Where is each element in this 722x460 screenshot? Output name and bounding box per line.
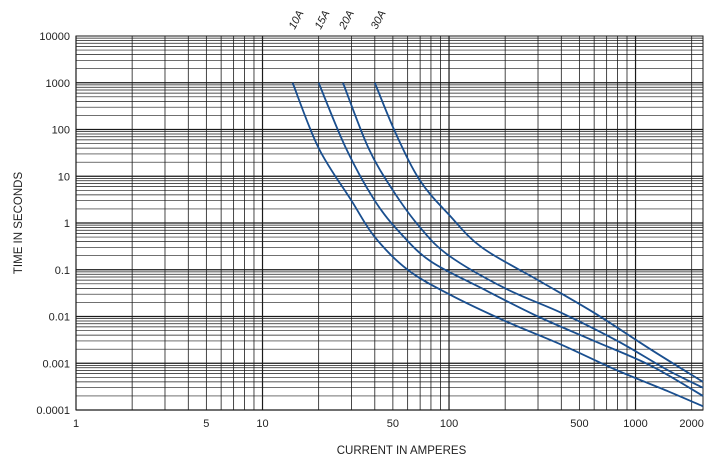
- y-tick-label: 10000: [39, 31, 70, 43]
- y-tick-label: 0.01: [49, 312, 70, 324]
- x-tick-label: 100: [440, 418, 458, 430]
- grid: [75, 36, 703, 411]
- curve-20A: [342, 82, 704, 389]
- y-tick-label: 0.0001: [36, 405, 70, 417]
- y-tick-label: 1000: [46, 78, 70, 90]
- y-tick-label: 0.1: [55, 265, 70, 277]
- x-tick-label: 10: [256, 418, 268, 430]
- series-label: 15A: [313, 8, 333, 31]
- x-tick-label: 50: [387, 418, 399, 430]
- curve-10A: [291, 82, 704, 408]
- series-label: 10A: [287, 8, 307, 31]
- x-axis-title: CURRENT IN AMPERES: [337, 445, 467, 457]
- curve-15A: [317, 82, 704, 397]
- series-label: 30A: [369, 8, 389, 31]
- x-tick-label: 1000: [623, 418, 647, 430]
- curve-30A: [373, 82, 704, 383]
- y-axis-title: TIME IN SECONDS: [13, 172, 25, 275]
- y-tick-label: 0.001: [42, 358, 70, 370]
- y-tick-label: 100: [52, 125, 70, 137]
- x-tick-label: 1: [73, 418, 79, 430]
- y-tick-label: 10: [58, 171, 70, 183]
- curves: [291, 82, 704, 408]
- y-tick-labels: 10000 1000 100 10 1 0.1 0.01 0.001 0.0001: [36, 31, 70, 417]
- x-tick-label: 5: [203, 418, 209, 430]
- series-labels: 10A 15A 20A 30A: [287, 8, 389, 32]
- x-tick-label: 2000: [679, 418, 703, 430]
- x-tick-labels: 1 5 10 50 100 500 1000 2000: [73, 418, 704, 430]
- x-tick-label: 500: [570, 418, 588, 430]
- plot-frame: [75, 35, 704, 411]
- series-label: 20A: [337, 8, 357, 32]
- y-tick-label: 1: [64, 218, 70, 230]
